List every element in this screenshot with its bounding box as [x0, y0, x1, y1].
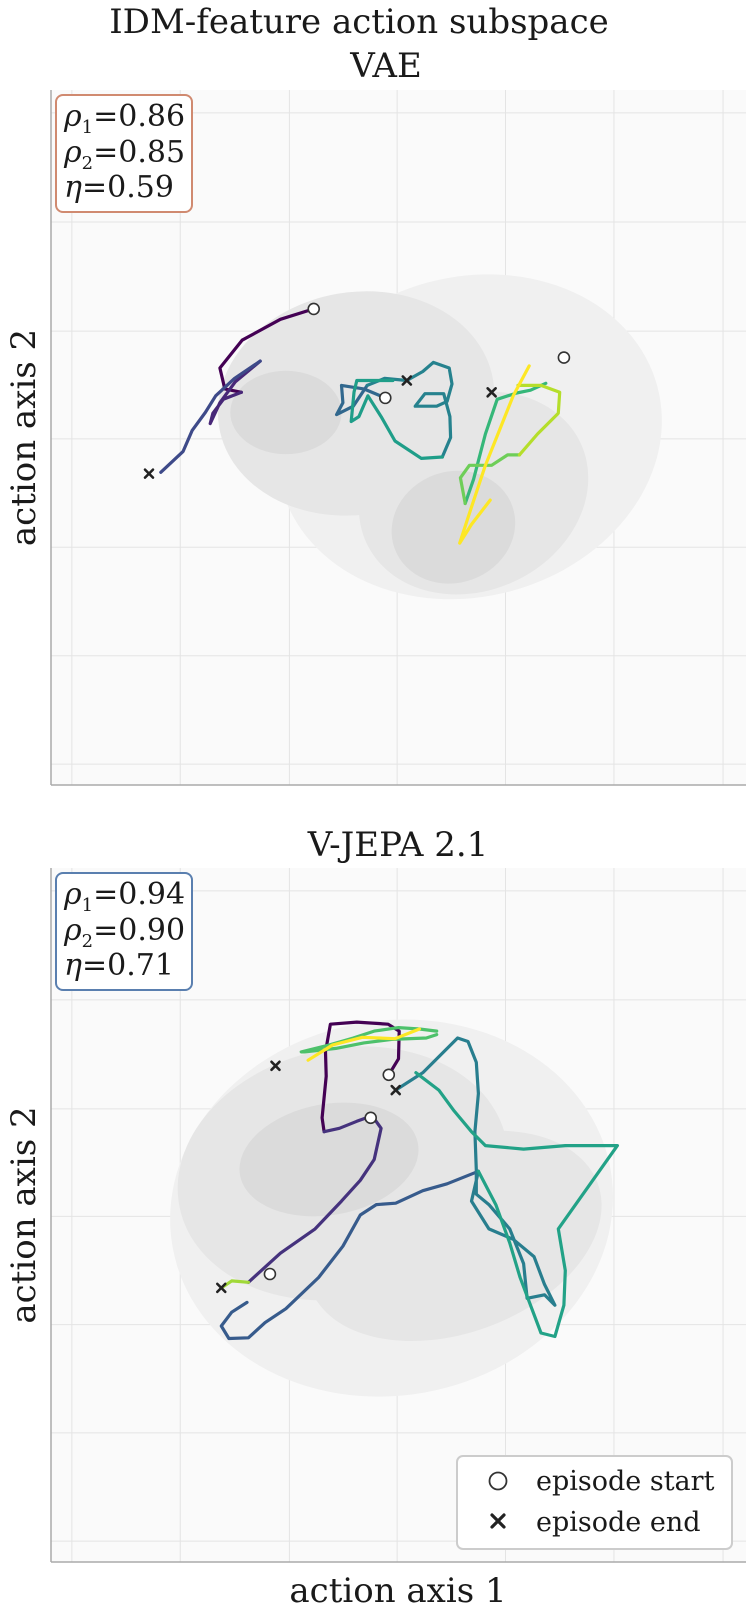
- trajectory-line: [463, 381, 548, 506]
- trajectory-line: [320, 1020, 401, 1134]
- episode-start-marker: [378, 391, 392, 405]
- density-contour: [391, 470, 516, 584]
- stat-rho2: ρ2=0.90: [63, 913, 185, 952]
- trajectory-line: [516, 383, 562, 457]
- episode-end-marker: [270, 1060, 281, 1072]
- stats-box-frame: [55, 872, 193, 991]
- trajectory-line: [219, 1169, 480, 1341]
- episode-end-marker: [143, 468, 155, 479]
- density-contours: [170, 1019, 613, 1397]
- trajectory-line: [218, 307, 316, 394]
- episode-start-marker: [557, 351, 571, 364]
- episode-start-marker: [263, 1267, 277, 1281]
- stats-box: ρ1=0.86 ρ2=0.85 η=0.59: [55, 94, 193, 213]
- density-contour: [239, 1102, 419, 1217]
- stats-box-frame: [55, 94, 193, 213]
- episode-end-marker: [401, 375, 413, 386]
- episode-end-marker: [215, 1282, 227, 1294]
- trajectory-line: [246, 1114, 383, 1284]
- episode-start-marker: [382, 1068, 396, 1082]
- trajectories: [159, 307, 562, 545]
- stat-eta: η=0.59: [64, 170, 174, 205]
- y-axis-label: action axis 2: [4, 1106, 44, 1323]
- panel-vjepa: V-JEPA 2.1 ρ1=0.94 ρ2=0.90 η=0.71 episod…: [50, 825, 746, 1563]
- density-contour: [230, 370, 342, 455]
- legend: episode start episode end: [456, 1455, 733, 1550]
- stat-rho1: ρ1=0.94: [63, 877, 185, 916]
- trajectory-line: [365, 360, 454, 459]
- legend-start-marker: [488, 1471, 508, 1491]
- legend-frame: [456, 1455, 733, 1550]
- episode-markers: [215, 1060, 402, 1294]
- panel-vae: VAE ρ1=0.86 ρ2=0.85 η=0.59: [50, 46, 746, 786]
- legend-label-end: episode end: [536, 1507, 701, 1538]
- trajectory-line: [208, 359, 262, 426]
- stat-eta: η=0.71: [64, 948, 174, 983]
- trajectory-line: [349, 378, 444, 460]
- trajectories: [219, 1020, 620, 1341]
- episode-end-marker: [486, 387, 497, 398]
- episode-start-marker: [307, 302, 321, 316]
- panel-title: VAE: [349, 46, 422, 86]
- episode-markers: [143, 302, 571, 479]
- legend-end-marker: [490, 1513, 506, 1529]
- legend-label-start: episode start: [536, 1466, 715, 1497]
- stat-rho1: ρ1=0.86: [63, 99, 185, 138]
- trajectory-line: [458, 453, 522, 506]
- episode-start-marker: [364, 1111, 378, 1125]
- stats-box: ρ1=0.94 ρ2=0.90 η=0.71: [55, 872, 193, 991]
- episode-end-marker: [390, 1084, 402, 1096]
- trajectory-line: [458, 364, 531, 545]
- trajectory-line: [159, 359, 262, 474]
- stat-rho2: ρ2=0.85: [63, 135, 185, 174]
- trajectory-line: [414, 1071, 620, 1339]
- y-axis-label: action axis 2: [4, 329, 44, 546]
- panel-title: V-JEPA 2.1: [307, 825, 489, 865]
- figure-title: IDM-feature action subspace: [109, 2, 609, 42]
- trajectory-line: [306, 1027, 421, 1062]
- x-axis-label: action axis 1: [289, 1571, 506, 1611]
